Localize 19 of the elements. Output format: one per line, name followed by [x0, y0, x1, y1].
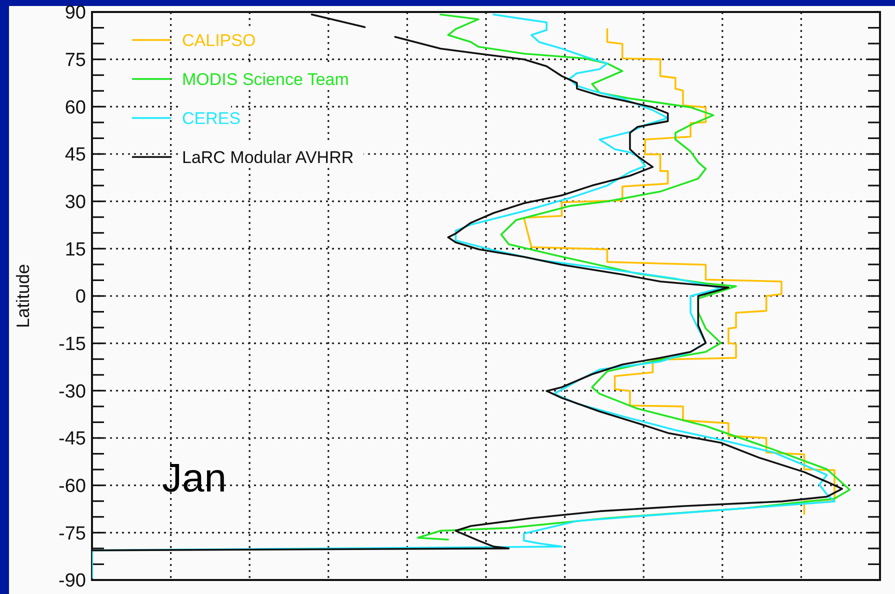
y-tick-label: 15 [64, 239, 86, 260]
y-tick-label: 60 [64, 97, 86, 118]
y-tick-label: 0 [75, 286, 86, 308]
legend-label: LaRC Modular AVHRR [182, 148, 354, 167]
y-tick-label: -90 [58, 570, 86, 592]
y-tick-label: 45 [64, 144, 86, 166]
y-tick-label: 75 [64, 50, 86, 71]
y-tick-label: -75 [58, 523, 86, 544]
y-tick-label: -30 [58, 381, 86, 402]
y-tick-label: 90 [64, 2, 86, 24]
y-tick-label: -15 [58, 334, 86, 355]
y-axis-title: Latitude [13, 264, 33, 328]
y-tick-label: -60 [58, 476, 86, 497]
legend-label: CERES [182, 108, 241, 128]
legend-label: CALIPSO [182, 30, 256, 50]
legend-label: MODIS Science Team [182, 70, 349, 89]
y-tick-label: 30 [64, 192, 86, 213]
y-tick-label: -45 [58, 428, 86, 450]
annotation: Jan [162, 456, 226, 501]
